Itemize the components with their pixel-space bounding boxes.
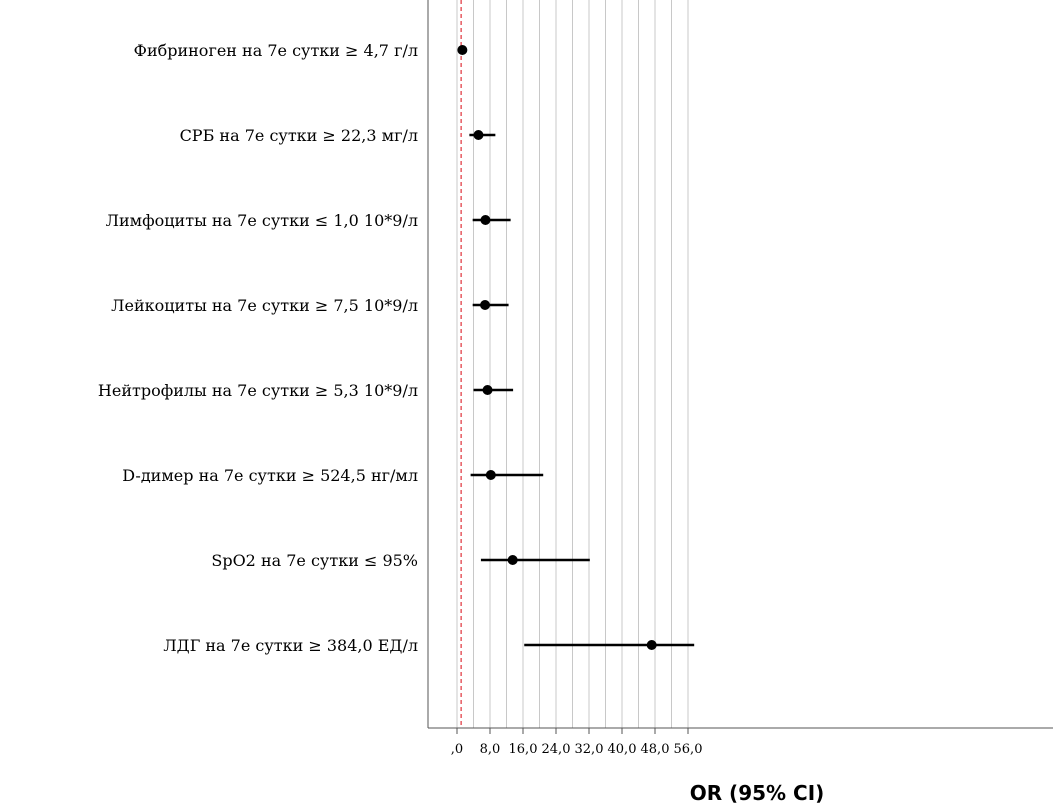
- category-label: SpO2 на 7е сутки ≤ 95%: [211, 551, 418, 570]
- x-tick-label: ,0: [451, 742, 463, 757]
- or-point: [480, 300, 491, 310]
- or-point: [457, 45, 468, 55]
- axes: ,0 8,0 16,0 24,0 32,0 40,0 48,0 56,0: [427, 0, 1053, 757]
- category-label: Нейтрофилы на 7е сутки ≥ 5,3 10*9/л: [98, 381, 418, 400]
- x-tick-label: 48,0: [641, 742, 670, 757]
- or-point: [473, 130, 484, 140]
- category-label: СРБ на 7е сутки ≥ 22,3 мг/л: [180, 126, 418, 145]
- x-tick-label: 56,0: [674, 742, 703, 757]
- x-tick-label: 24,0: [542, 742, 571, 757]
- x-tick-label: 16,0: [509, 742, 538, 757]
- category-label: Фибриноген на 7е сутки ≥ 4,7 г/л: [134, 41, 418, 60]
- or-point: [480, 215, 491, 225]
- or-point: [482, 385, 493, 395]
- or-point: [485, 470, 496, 480]
- or-point: [507, 555, 518, 565]
- category-labels: Фибриноген на 7е сутки ≥ 4,7 г/л СРБ на 7…: [98, 41, 418, 655]
- category-label: D-димер на 7е сутки ≥ 524,5 нг/мл: [122, 466, 418, 485]
- grid-lines: [456, 0, 689, 728]
- data-marks: [457, 45, 695, 650]
- category-label: ЛДГ на 7е сутки ≥ 384,0 ЕД/л: [163, 636, 418, 655]
- x-tick-label: 40,0: [608, 742, 637, 757]
- x-tick-label: 8,0: [480, 742, 501, 757]
- x-tick-label: 32,0: [575, 742, 604, 757]
- category-label: Лейкоциты на 7е сутки ≥ 7,5 10*9/л: [111, 296, 418, 315]
- or-point: [646, 640, 657, 650]
- x-axis-title: OR (95% CI): [690, 781, 825, 805]
- category-label: Лимфоциты на 7е сутки ≤ 1,0 10*9/л: [106, 211, 418, 230]
